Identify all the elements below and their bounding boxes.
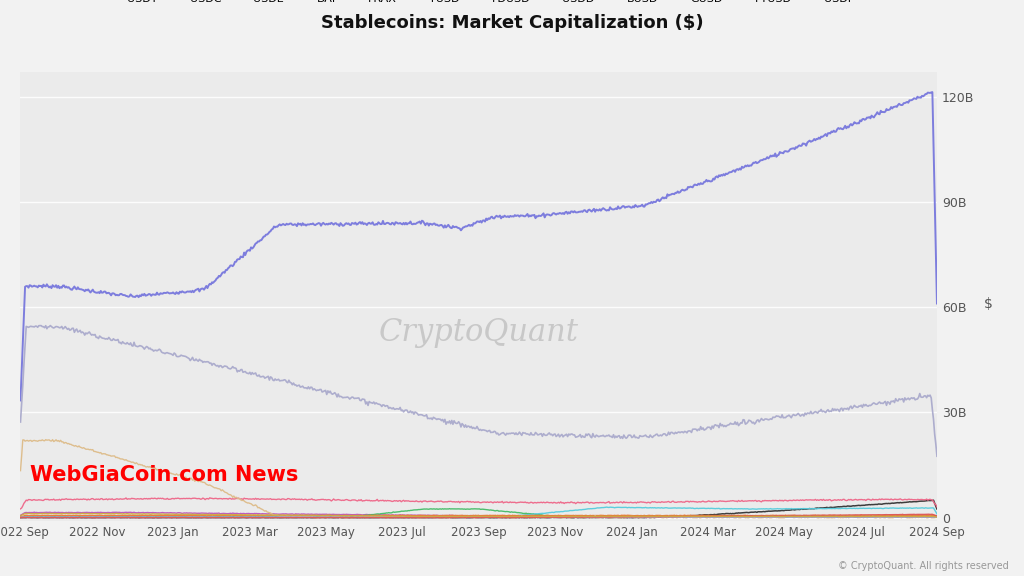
Text: © CryptoQuant. All rights reserved: © CryptoQuant. All rights reserved [838,562,1009,571]
Text: CryptoQuant: CryptoQuant [379,317,579,348]
Legend: USDT, USDC, USDE, DAI, FRAX, TUSD, FDUSD, USDD, BUSD, GUSD, PYUSD, USDP: USDT, USDC, USDE, DAI, FRAX, TUSD, FDUSD… [98,0,859,9]
Text: WebGiaCoin.com News: WebGiaCoin.com News [30,465,298,485]
Y-axis label: $: $ [984,297,992,310]
Text: Stablecoins: Market Capitalization ($): Stablecoins: Market Capitalization ($) [321,14,703,32]
